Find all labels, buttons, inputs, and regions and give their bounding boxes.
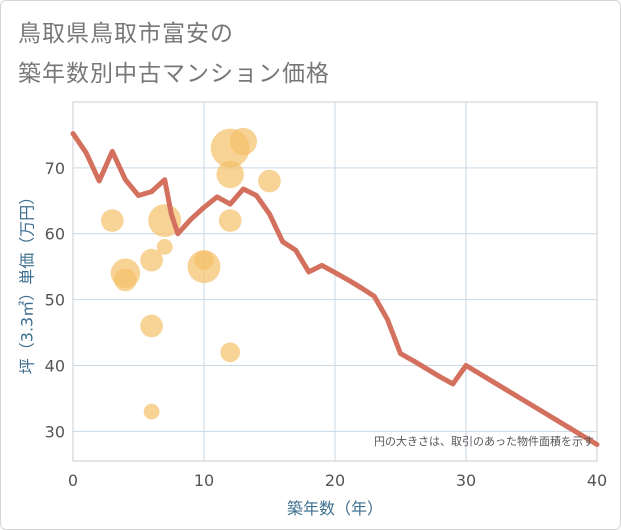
bubble-point (220, 342, 241, 363)
price-line-series (70, 131, 600, 447)
price-trend-line (70, 131, 600, 447)
x-axis-label: 築年数（年） (287, 499, 383, 518)
y-tick-label: 60 (45, 225, 65, 244)
chart-title-line-2: 築年数別中古マンション価格 (18, 61, 330, 87)
y-tick-label: 40 (45, 356, 65, 375)
bubble-size-note: 円の大きさは、取引のあった物件面積を示す (374, 434, 594, 448)
chart-title-line-1: 鳥取県鳥取市富安の (18, 21, 234, 47)
x-tick-label: 40 (587, 471, 607, 490)
axis-ticks: 0 10 20 30 40 30 40 50 60 70 (45, 159, 608, 490)
plot-border (72, 101, 598, 462)
bubble-point (258, 169, 281, 193)
bubble-point (216, 160, 244, 189)
bubble-point (114, 268, 137, 292)
x-tick-label: 20 (325, 471, 345, 490)
bubble-point (229, 127, 258, 156)
x-tick-label: 30 (456, 471, 476, 490)
x-tick-label: 10 (194, 471, 214, 490)
bubble-point (100, 209, 124, 232)
bubble-point (218, 209, 242, 232)
bubble-point (143, 403, 160, 420)
bubble-point (140, 248, 163, 272)
bubble-point (140, 314, 163, 338)
bubble-series (100, 127, 281, 420)
x-tick-label: 0 (68, 471, 78, 490)
y-tick-label: 70 (45, 159, 65, 178)
y-tick-label: 50 (45, 291, 65, 310)
y-tick-label: 30 (45, 422, 65, 441)
bubble-point (156, 239, 173, 255)
y-axis-label: 坪（3.3㎡）単価（万円） (18, 189, 37, 374)
bubble-point (194, 250, 214, 270)
